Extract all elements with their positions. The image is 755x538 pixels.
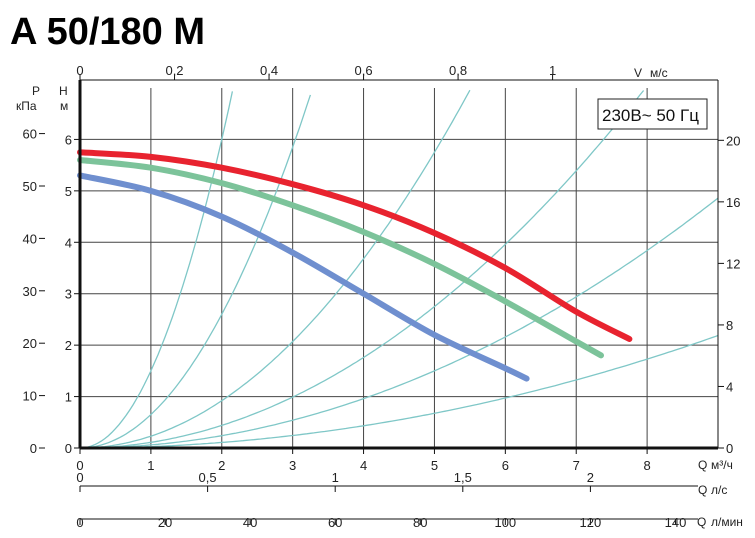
x-main-unit: м³/ч bbox=[711, 458, 733, 472]
y-head-tick-label: 6 bbox=[65, 132, 72, 147]
y-head-tick-label: 1 bbox=[65, 390, 72, 405]
x-main-tick-label: 0 bbox=[76, 458, 83, 473]
y-head-tick-label: 3 bbox=[65, 287, 72, 302]
x-lmin-unit: л/мин bbox=[711, 515, 743, 529]
x-main-tick-label: 1 bbox=[147, 458, 154, 473]
x-lmin-tick-label: 60 bbox=[328, 515, 342, 530]
x-main-tick-label: 6 bbox=[502, 458, 509, 473]
x-velocity-label: V bbox=[634, 66, 642, 80]
x-velocity-tick-label: 0,2 bbox=[165, 63, 183, 78]
y-right-tick-label: 0 bbox=[726, 441, 733, 456]
x-velocity-unit: м/с bbox=[650, 66, 668, 80]
x-ls-label: Q bbox=[698, 483, 707, 497]
y-right-tick-label: 20 bbox=[726, 133, 740, 148]
pump-curve-max bbox=[77, 149, 633, 342]
x-ls-unit: л/с bbox=[711, 483, 727, 497]
system-curve bbox=[80, 197, 719, 449]
pump-curves bbox=[77, 149, 633, 382]
system-curve bbox=[79, 91, 234, 449]
x-ls-tick-label: 1 bbox=[332, 470, 339, 485]
y-right-tick-label: 4 bbox=[726, 379, 733, 394]
y-head-label: H bbox=[59, 84, 68, 98]
y-head-tick-label: 5 bbox=[65, 184, 72, 199]
x-velocity-tick-label: 0 bbox=[76, 63, 83, 78]
x-ls-tick-label: 2 bbox=[587, 470, 594, 485]
system-curve bbox=[80, 334, 719, 449]
y-pressure-label: P bbox=[32, 84, 40, 98]
x-lmin-tick-label: 20 bbox=[158, 515, 172, 530]
x-lmin-tick-label: 140 bbox=[665, 515, 687, 530]
x-main-label: Q bbox=[698, 458, 707, 472]
pump-curve-min bbox=[77, 172, 530, 382]
x-velocity-tick-label: 1 bbox=[549, 63, 556, 78]
y-pressure-tick-label: 30 bbox=[23, 284, 37, 299]
y-pressure-tick-label: 20 bbox=[23, 336, 37, 351]
x-lmin-label: Q bbox=[697, 515, 706, 529]
x-velocity-tick-label: 0,4 bbox=[260, 63, 278, 78]
y-right-tick-label: 16 bbox=[726, 195, 740, 210]
y-pressure-tick-label: 10 bbox=[23, 389, 37, 404]
x-velocity-tick-label: 0,6 bbox=[355, 63, 373, 78]
pump-curve-mid bbox=[77, 157, 604, 359]
x-ls-tick-label: 0,5 bbox=[199, 470, 217, 485]
voltage-annotation: 230В~ 50 Гц bbox=[602, 106, 699, 125]
y-pressure-tick-label: 0 bbox=[30, 441, 37, 456]
y-pressure-tick-label: 40 bbox=[23, 231, 37, 246]
x-main-tick-label: 4 bbox=[360, 458, 367, 473]
x-velocity-tick-label: 0,8 bbox=[449, 63, 467, 78]
y-head-tick-label: 2 bbox=[65, 338, 72, 353]
system-curve bbox=[80, 90, 645, 449]
x-lmin-tick-label: 0 bbox=[76, 515, 83, 530]
x-ls-tick-label: 1,5 bbox=[454, 470, 472, 485]
page-title: A 50/180 M bbox=[10, 11, 205, 53]
x-main-tick-label: 2 bbox=[218, 458, 225, 473]
system-curve bbox=[80, 89, 471, 449]
x-main-tick-label: 3 bbox=[289, 458, 296, 473]
y-pressure-unit: кПа bbox=[16, 99, 37, 113]
system-curve bbox=[79, 94, 312, 449]
x-lmin-tick-label: 120 bbox=[580, 515, 602, 530]
y-right-tick-label: 8 bbox=[726, 318, 733, 333]
y-pressure-tick-label: 50 bbox=[23, 179, 37, 194]
voltage-annotation-box bbox=[597, 98, 708, 130]
x-lmin-tick-label: 40 bbox=[243, 515, 257, 530]
x-lmin-tick-label: 100 bbox=[494, 515, 516, 530]
x-ls-tick-label: 0 bbox=[76, 470, 83, 485]
y-right-tick-label: 12 bbox=[726, 256, 740, 271]
y-head-tick-label: 4 bbox=[65, 235, 72, 250]
axes bbox=[78, 79, 719, 520]
system-curves bbox=[79, 89, 719, 449]
y-head-unit: м bbox=[60, 99, 68, 113]
x-main-tick-label: 7 bbox=[573, 458, 580, 473]
y-pressure-tick-label: 60 bbox=[23, 127, 37, 142]
x-lmin-tick-label: 80 bbox=[413, 515, 427, 530]
x-main-tick-label: 8 bbox=[643, 458, 650, 473]
y-head-tick-label: 0 bbox=[65, 441, 72, 456]
x-main-tick-label: 5 bbox=[431, 458, 438, 473]
